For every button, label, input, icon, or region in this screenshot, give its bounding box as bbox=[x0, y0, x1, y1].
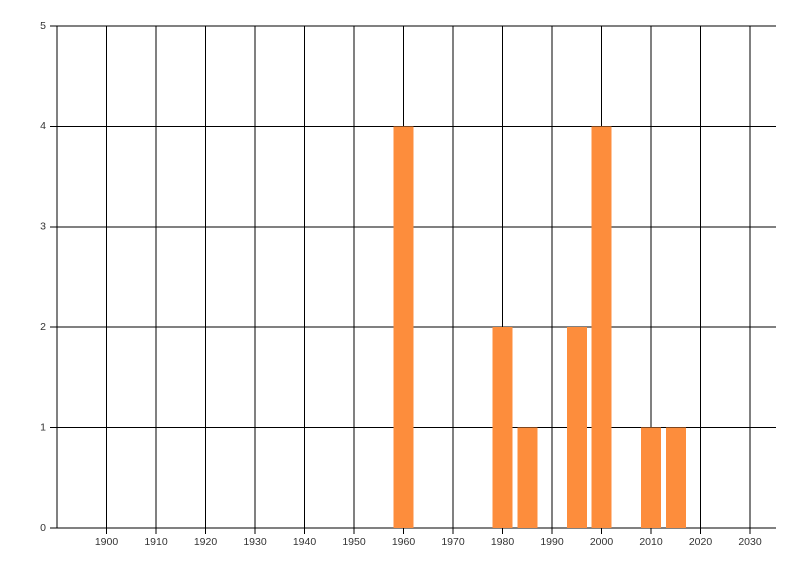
svg-text:1960: 1960 bbox=[392, 536, 416, 548]
svg-text:4: 4 bbox=[40, 120, 46, 132]
svg-text:1920: 1920 bbox=[194, 536, 218, 548]
svg-text:3: 3 bbox=[40, 221, 46, 233]
svg-text:1970: 1970 bbox=[441, 536, 465, 548]
svg-text:1910: 1910 bbox=[144, 536, 168, 548]
svg-text:1940: 1940 bbox=[293, 536, 317, 548]
svg-text:1930: 1930 bbox=[243, 536, 267, 548]
svg-text:2030: 2030 bbox=[738, 536, 762, 548]
svg-text:1990: 1990 bbox=[540, 536, 564, 548]
svg-text:1980: 1980 bbox=[491, 536, 515, 548]
svg-text:1: 1 bbox=[40, 421, 46, 433]
svg-text:2: 2 bbox=[40, 321, 46, 333]
svg-text:2020: 2020 bbox=[689, 536, 713, 548]
svg-text:0: 0 bbox=[40, 522, 46, 534]
svg-text:1950: 1950 bbox=[342, 536, 366, 548]
svg-text:5: 5 bbox=[40, 20, 46, 32]
svg-text:1900: 1900 bbox=[95, 536, 119, 548]
svg-text:2010: 2010 bbox=[639, 536, 663, 548]
svg-text:2000: 2000 bbox=[590, 536, 614, 548]
